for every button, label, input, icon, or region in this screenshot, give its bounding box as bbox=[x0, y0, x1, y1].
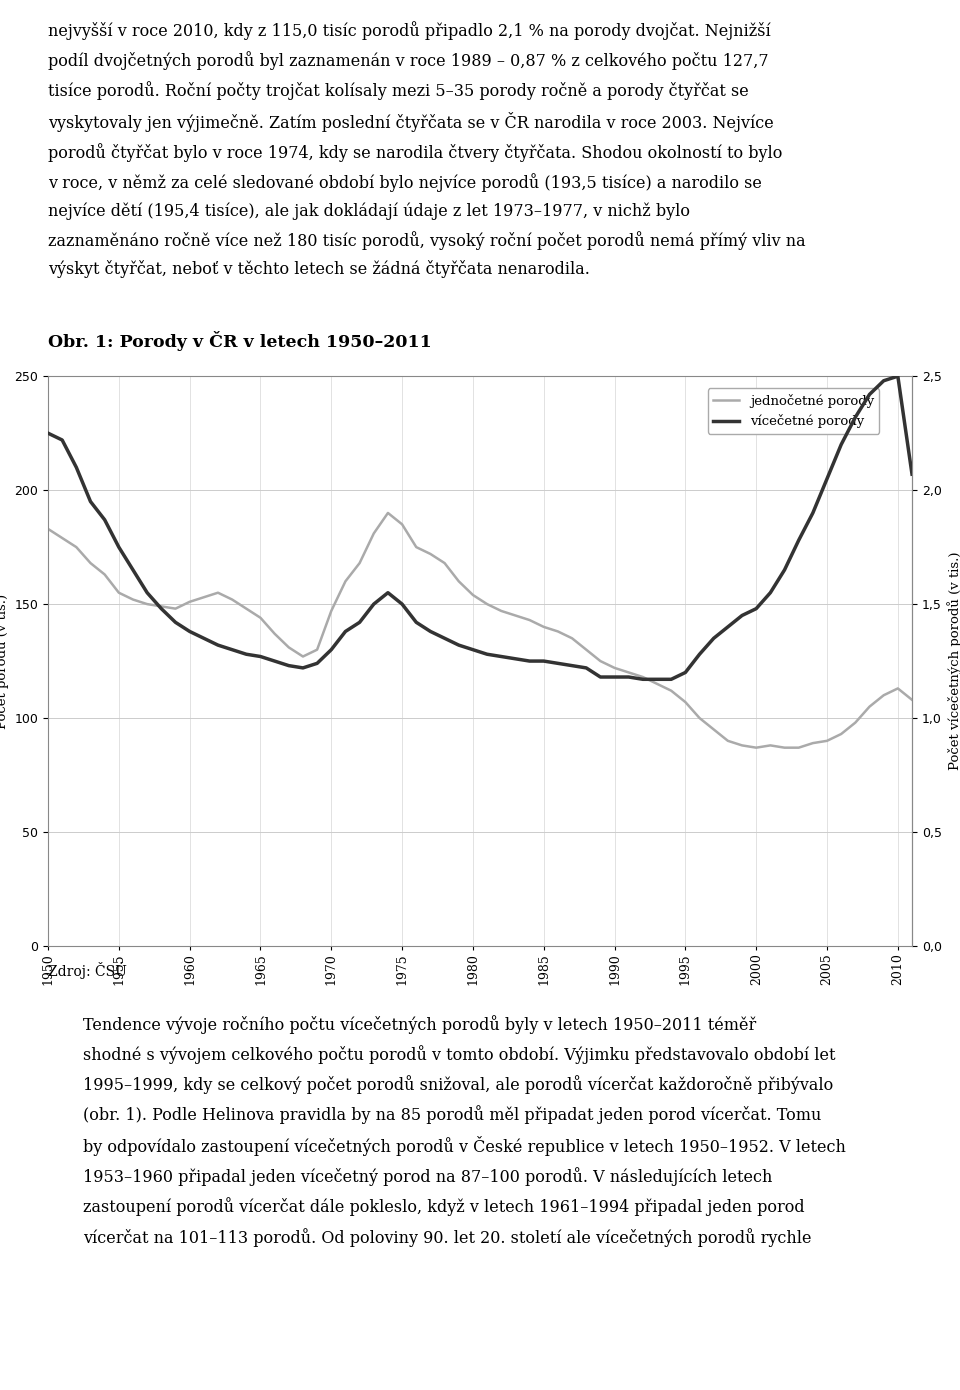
Text: Tendence vývoje ročního počtu vícečetných porodů byly v letech 1950–2011 téměř
s: Tendence vývoje ročního počtu vícečetnýc… bbox=[83, 1015, 846, 1247]
Y-axis label: Počet vícečetných porodů (v tis.): Počet vícečetných porodů (v tis.) bbox=[948, 552, 960, 770]
Text: Obr. 1: Porody v ČR v letech 1950–2011: Obr. 1: Porody v ČR v letech 1950–2011 bbox=[48, 331, 432, 350]
Legend: jednоčetné porody, vícečetné porody: jednоčetné porody, vícečetné porody bbox=[708, 388, 879, 434]
Y-axis label: Počet porodů (v tis.): Počet porodů (v tis.) bbox=[0, 594, 9, 728]
Text: Zdroj: ČSÚ: Zdroj: ČSÚ bbox=[48, 962, 127, 979]
Text: nejvyšší v roce 2010, kdy z 115,0 tisíc porodů připadlo 2,1 % na porody dvojčat.: nejvyšší v roce 2010, kdy z 115,0 tisíc … bbox=[48, 21, 805, 278]
